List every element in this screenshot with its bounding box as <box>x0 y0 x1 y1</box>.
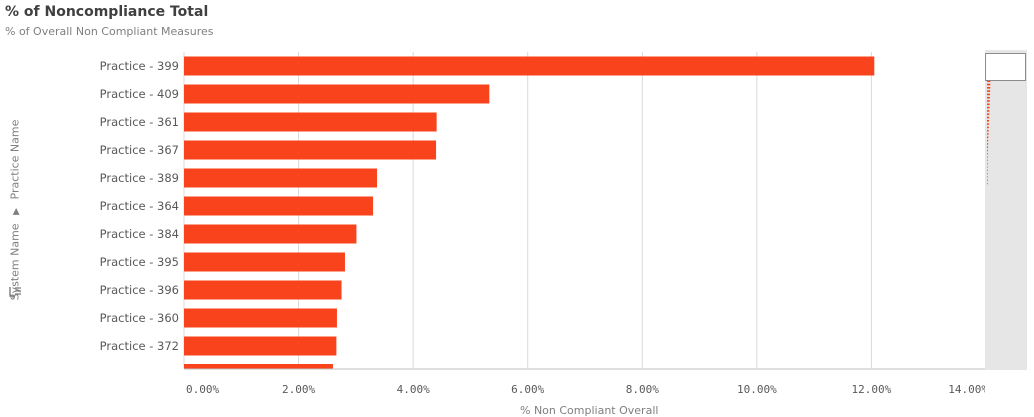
minimap-bar <box>987 129 989 132</box>
bar[interactable] <box>184 84 490 104</box>
bar[interactable] <box>184 196 374 216</box>
bar[interactable] <box>184 308 337 328</box>
minimap-bar <box>987 100 990 102</box>
minimap-bars <box>987 54 1002 185</box>
minimap-bar <box>987 103 990 106</box>
minimap-bar <box>987 179 988 181</box>
chart-subtitle: % of Overall Non Compliant Measures <box>5 25 214 38</box>
category-label: Practice - 396 <box>100 283 179 297</box>
bar[interactable] <box>184 252 345 272</box>
minimap-bar <box>987 110 990 112</box>
category-label: Practice - 395 <box>100 255 179 269</box>
bar[interactable] <box>184 56 875 76</box>
minimap-bar <box>987 176 988 178</box>
minimap-bar <box>987 90 991 92</box>
bar[interactable] <box>184 112 437 132</box>
x-tick-label: 0.00% <box>186 383 219 396</box>
category-label: Practice - 399 <box>100 59 179 73</box>
category-label: Practice - 389 <box>100 171 179 185</box>
x-tick-label: 2.00% <box>282 383 315 396</box>
minimap-bar <box>987 169 988 172</box>
minimap-bar <box>987 126 989 129</box>
x-tick-label: 14.00% <box>948 383 985 396</box>
minimap-bar <box>987 87 991 89</box>
bar[interactable] <box>184 280 342 300</box>
minimap-bar <box>987 133 989 135</box>
bar-partial <box>184 364 333 369</box>
minimap-bar <box>987 182 988 185</box>
bar[interactable] <box>184 168 378 188</box>
category-label: Practice - 361 <box>100 115 179 129</box>
category-label: Practice - 367 <box>100 143 179 157</box>
x-tick-label: 4.00% <box>397 383 430 396</box>
minimap-bar <box>987 93 990 96</box>
chart-minimap[interactable] <box>985 50 1027 370</box>
minimap-scroll-window[interactable] <box>985 53 1026 81</box>
x-tick-label: 8.00% <box>626 383 659 396</box>
minimap-bar <box>987 80 991 82</box>
category-label: Practice - 360 <box>100 311 179 325</box>
minimap-bar <box>987 106 990 109</box>
category-label: Practice - 372 <box>100 339 179 353</box>
minimap-bar <box>987 162 988 165</box>
minimap-bar <box>987 116 990 119</box>
x-tick-label: 12.00% <box>852 383 892 396</box>
x-tick-label: 6.00% <box>511 383 544 396</box>
minimap-bar <box>987 149 988 152</box>
minimap-bar <box>987 156 988 158</box>
minimap-bar <box>987 143 989 145</box>
minimap-bar <box>987 83 991 86</box>
minimap-bar <box>987 172 988 175</box>
minimap-bar <box>987 153 988 155</box>
bar[interactable] <box>184 140 437 160</box>
category-label: Practice - 364 <box>100 199 179 213</box>
minimap-bar <box>987 159 988 162</box>
drill-down-icon[interactable] <box>8 285 22 299</box>
minimap-bar <box>987 136 989 139</box>
minimap-bar <box>987 96 990 99</box>
bar[interactable] <box>184 336 337 356</box>
minimap-bar <box>987 146 988 148</box>
category-label: Practice - 384 <box>100 227 179 241</box>
category-label: Practice - 409 <box>100 87 179 101</box>
minimap-bar <box>987 113 990 115</box>
x-axis-title: % Non Compliant Overall <box>520 404 659 417</box>
bar-chart[interactable]: Practice - 399 Practice - 409 Practice - 3… <box>0 0 985 413</box>
minimap-bar <box>987 120 989 122</box>
x-tick-label: 10.00% <box>737 383 777 396</box>
minimap-bar <box>987 166 988 168</box>
bar[interactable] <box>184 224 357 244</box>
chart-title: % of Noncompliance Total <box>5 4 209 20</box>
minimap-bar <box>987 123 989 125</box>
minimap-bar <box>987 139 989 142</box>
